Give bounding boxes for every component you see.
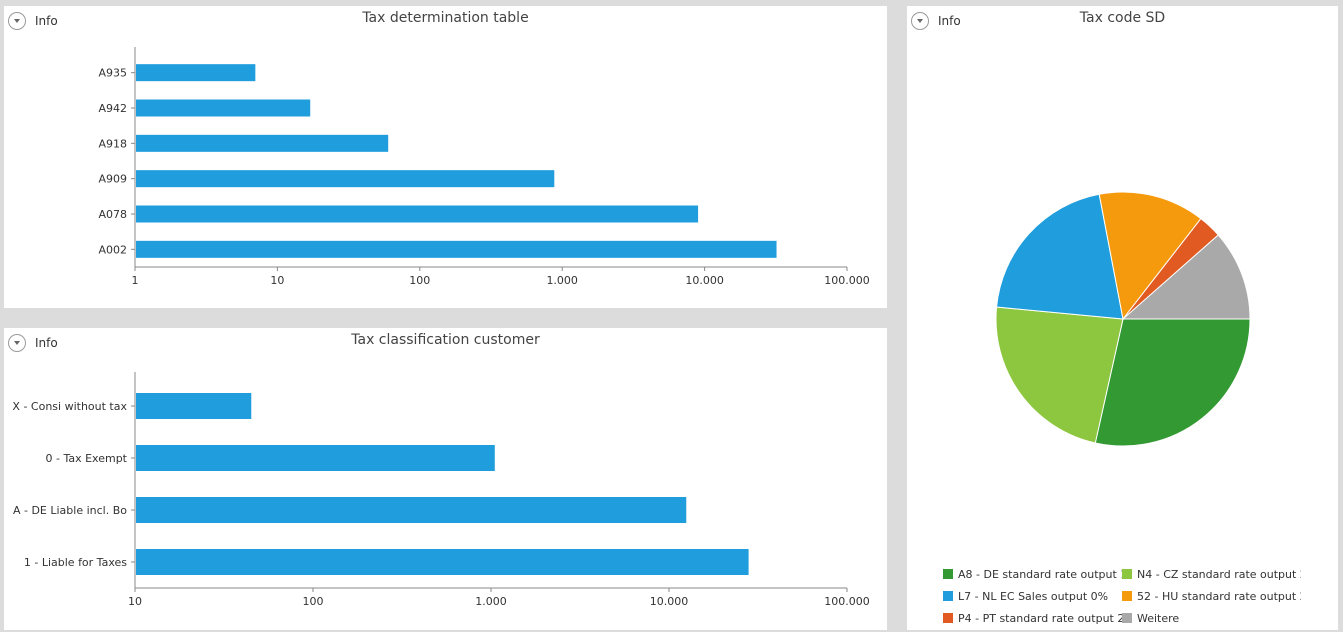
- bar[interactable]: [136, 549, 749, 575]
- bar[interactable]: [136, 497, 687, 523]
- info-label: Info: [35, 336, 58, 350]
- y-tick-label: A - DE Liable incl. Bo: [13, 504, 127, 517]
- chart-legend: A8 - DE standard rate output 1! N4 - CZ s…: [943, 566, 1313, 626]
- x-tick-label: 1.000: [546, 274, 578, 287]
- legend-swatch: [1122, 591, 1132, 601]
- legend-item[interactable]: 52 - HU standard rate output 2: [1122, 588, 1301, 604]
- y-tick-label: 0 - Tax Exempt: [45, 452, 127, 465]
- legend-label: L7 - NL EC Sales output 0%: [958, 589, 1109, 603]
- legend-swatch: [1122, 613, 1132, 623]
- y-tick-label: X - Consi without tax: [12, 400, 127, 413]
- info-button[interactable]: Info: [8, 11, 58, 31]
- x-tick-label: 10.000: [650, 595, 689, 608]
- legend-item[interactable]: A8 - DE standard rate output 1!: [943, 566, 1122, 582]
- bar[interactable]: [136, 205, 699, 223]
- legend-item[interactable]: Weitere: [1122, 610, 1301, 626]
- pie-slice[interactable]: [1121, 234, 1251, 320]
- info-label: Info: [35, 14, 58, 28]
- chevron-down-icon: [8, 334, 26, 352]
- chevron-down-icon: [911, 12, 929, 30]
- pie-slice[interactable]: [1098, 191, 1202, 321]
- y-tick-label: A918: [98, 137, 127, 150]
- bar[interactable]: [136, 445, 495, 471]
- legend-item[interactable]: N4 - CZ standard rate output 2: [1122, 566, 1301, 582]
- x-tick-label: 1.000: [475, 595, 507, 608]
- legend-label: N4 - CZ standard rate output 2: [1137, 567, 1301, 581]
- legend-swatch: [943, 591, 953, 601]
- chevron-down-icon: [8, 12, 26, 30]
- legend-label: 52 - HU standard rate output 2: [1137, 589, 1301, 603]
- pie-slice[interactable]: [1094, 318, 1251, 447]
- y-tick-label: 1 - Liable for Taxes: [24, 556, 127, 569]
- x-tick-label: 10: [270, 274, 284, 287]
- legend-swatch: [1122, 569, 1132, 579]
- bar[interactable]: [136, 240, 777, 258]
- x-tick-label: 100: [409, 274, 430, 287]
- y-tick-label: A909: [98, 173, 127, 186]
- x-tick-label: 100.000: [824, 274, 870, 287]
- legend-item[interactable]: P4 - PT standard rate output 23: [943, 610, 1122, 626]
- bar[interactable]: [136, 170, 555, 188]
- chart-panel-tax-code: Info Tax code SD A8 - DE standard rate o…: [907, 6, 1338, 630]
- chart-title: Tax determination table: [362, 10, 529, 26]
- x-tick-label: 10.000: [685, 274, 724, 287]
- y-tick-label: A935: [98, 67, 127, 80]
- chart-panel-tax-determination: Info Tax determination table 1 10 100 1.000…: [4, 6, 887, 308]
- legend-label: Weitere: [1137, 611, 1180, 625]
- y-tick-label: A942: [98, 102, 127, 115]
- pie-slice[interactable]: [995, 306, 1124, 444]
- legend-label: P4 - PT standard rate output 23: [958, 611, 1122, 625]
- x-tick-label: 100.000: [824, 595, 870, 608]
- bar-chart-tax-determination: 1 10 100 1.000 10.000 100.000 A935 A942 A918 A909…: [98, 47, 870, 287]
- info-button[interactable]: Info: [911, 11, 961, 31]
- x-tick-label: 100: [303, 595, 324, 608]
- bar[interactable]: [136, 99, 311, 117]
- bar[interactable]: [136, 134, 389, 152]
- chart-title: Tax code SD: [1079, 10, 1166, 26]
- x-tick-label: 10: [128, 595, 142, 608]
- chart-title: Tax classification customer: [351, 332, 540, 348]
- y-tick-label: A078: [98, 208, 127, 221]
- chart-panel-tax-classification: Info Tax classification customer 10 100 1.…: [4, 328, 887, 630]
- bar[interactable]: [136, 64, 256, 82]
- x-tick-label: 1: [132, 274, 139, 287]
- bar[interactable]: [136, 393, 252, 419]
- info-label: Info: [938, 14, 961, 28]
- legend-item[interactable]: L7 - NL EC Sales output 0%: [943, 588, 1122, 604]
- pie-chart-tax-code: [995, 191, 1251, 447]
- pie-slice[interactable]: [996, 193, 1124, 320]
- info-button[interactable]: Info: [8, 333, 58, 353]
- y-tick-label: A002: [98, 243, 127, 256]
- bar-chart-tax-classification: 10 100 1.000 10.000 100.000 X - Consi without…: [12, 372, 870, 608]
- legend-swatch: [943, 569, 953, 579]
- legend-swatch: [943, 613, 953, 623]
- legend-label: A8 - DE standard rate output 1!: [958, 567, 1122, 581]
